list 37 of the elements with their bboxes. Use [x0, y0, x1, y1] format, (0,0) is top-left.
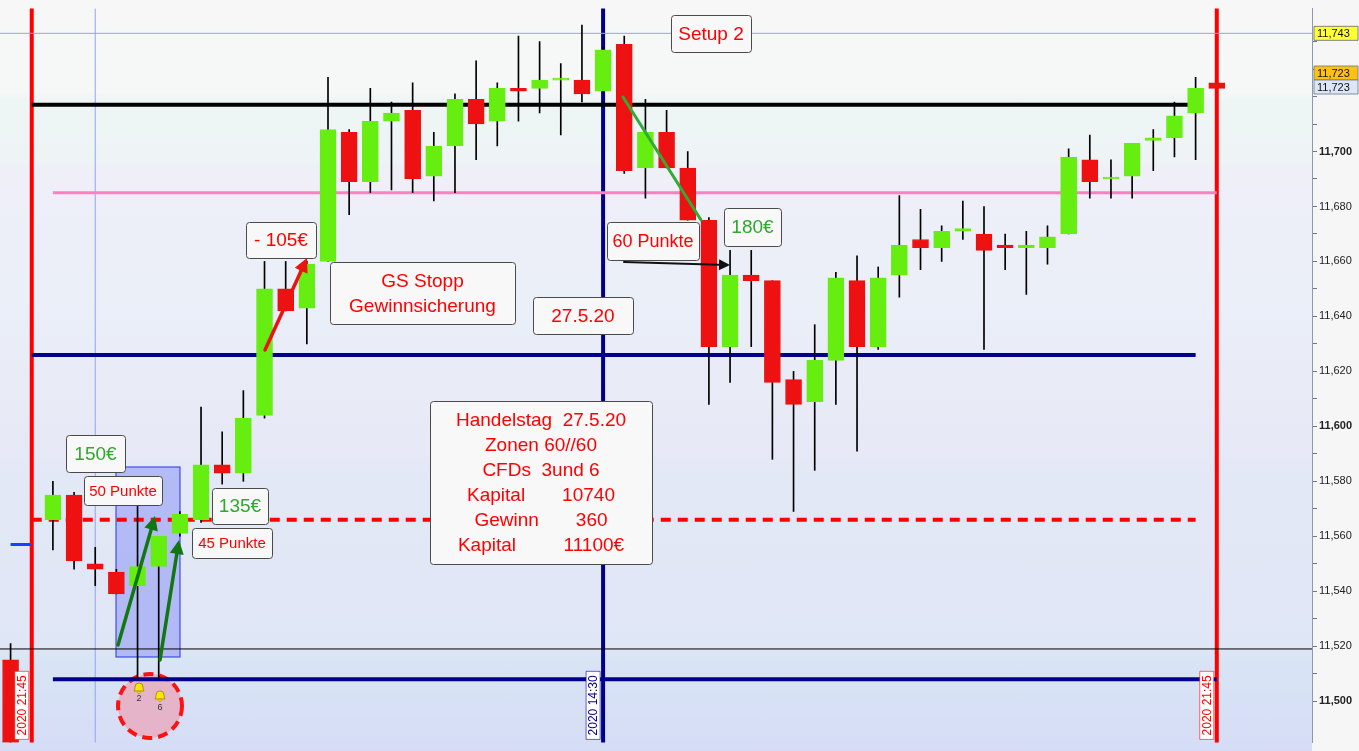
ref-line-label: 11,743	[1317, 26, 1350, 39]
y-tick-label: 11,700	[1319, 144, 1353, 157]
y-tick-label: 11,680	[1319, 199, 1352, 212]
annotation: 50 Punkte	[89, 481, 157, 499]
annotation: 2	[136, 693, 142, 704]
annotation: 2020 21:45	[1199, 675, 1214, 736]
annotation: Handelstag 27.5.20 Zonen 60//60 CFDs 3und 6 Kapital 10740 Gewinn 360 Kapital 11100€	[455, 409, 627, 556]
candlestick	[1208, 82, 1226, 89]
annotation: 135€	[218, 495, 262, 517]
y-tick-label: 11,560	[1319, 529, 1352, 542]
candlestick	[954, 200, 972, 240]
annotation: Setup 2	[678, 22, 744, 44]
annotation: GS Stopp Gewinnsicherung	[349, 269, 496, 316]
y-tick-label: 11,660	[1319, 254, 1352, 267]
y-tick-label: 11,620	[1319, 364, 1352, 377]
annotation: 27.5.20	[551, 304, 615, 326]
text: 11,723	[1317, 80, 1350, 93]
y-tick-label: 11,600	[1319, 419, 1353, 432]
y-tick-label: 11,640	[1319, 309, 1352, 322]
annotation: 2020 21:45	[14, 675, 29, 736]
annotation: 6	[157, 702, 163, 713]
annotation: 2020 14:30	[585, 675, 600, 736]
annotation: 60 Punkte	[612, 230, 694, 251]
annotation: 45 Punkte	[198, 534, 266, 552]
candlestick	[1144, 129, 1162, 172]
annotation: 180€	[731, 216, 775, 238]
text: 11,723	[1317, 66, 1350, 79]
y-tick-label: 11,520	[1319, 639, 1352, 652]
annotation: 150€	[74, 442, 118, 464]
y-tick-label: 11,580	[1319, 474, 1352, 487]
y-tick-label: 11,540	[1319, 584, 1352, 597]
candlestick	[742, 250, 760, 347]
y-tick-label: 11,500	[1319, 694, 1353, 707]
candlestick	[213, 431, 231, 485]
annotation: - 105€	[254, 229, 309, 251]
candlestick	[975, 206, 993, 350]
candlestick	[86, 546, 104, 587]
